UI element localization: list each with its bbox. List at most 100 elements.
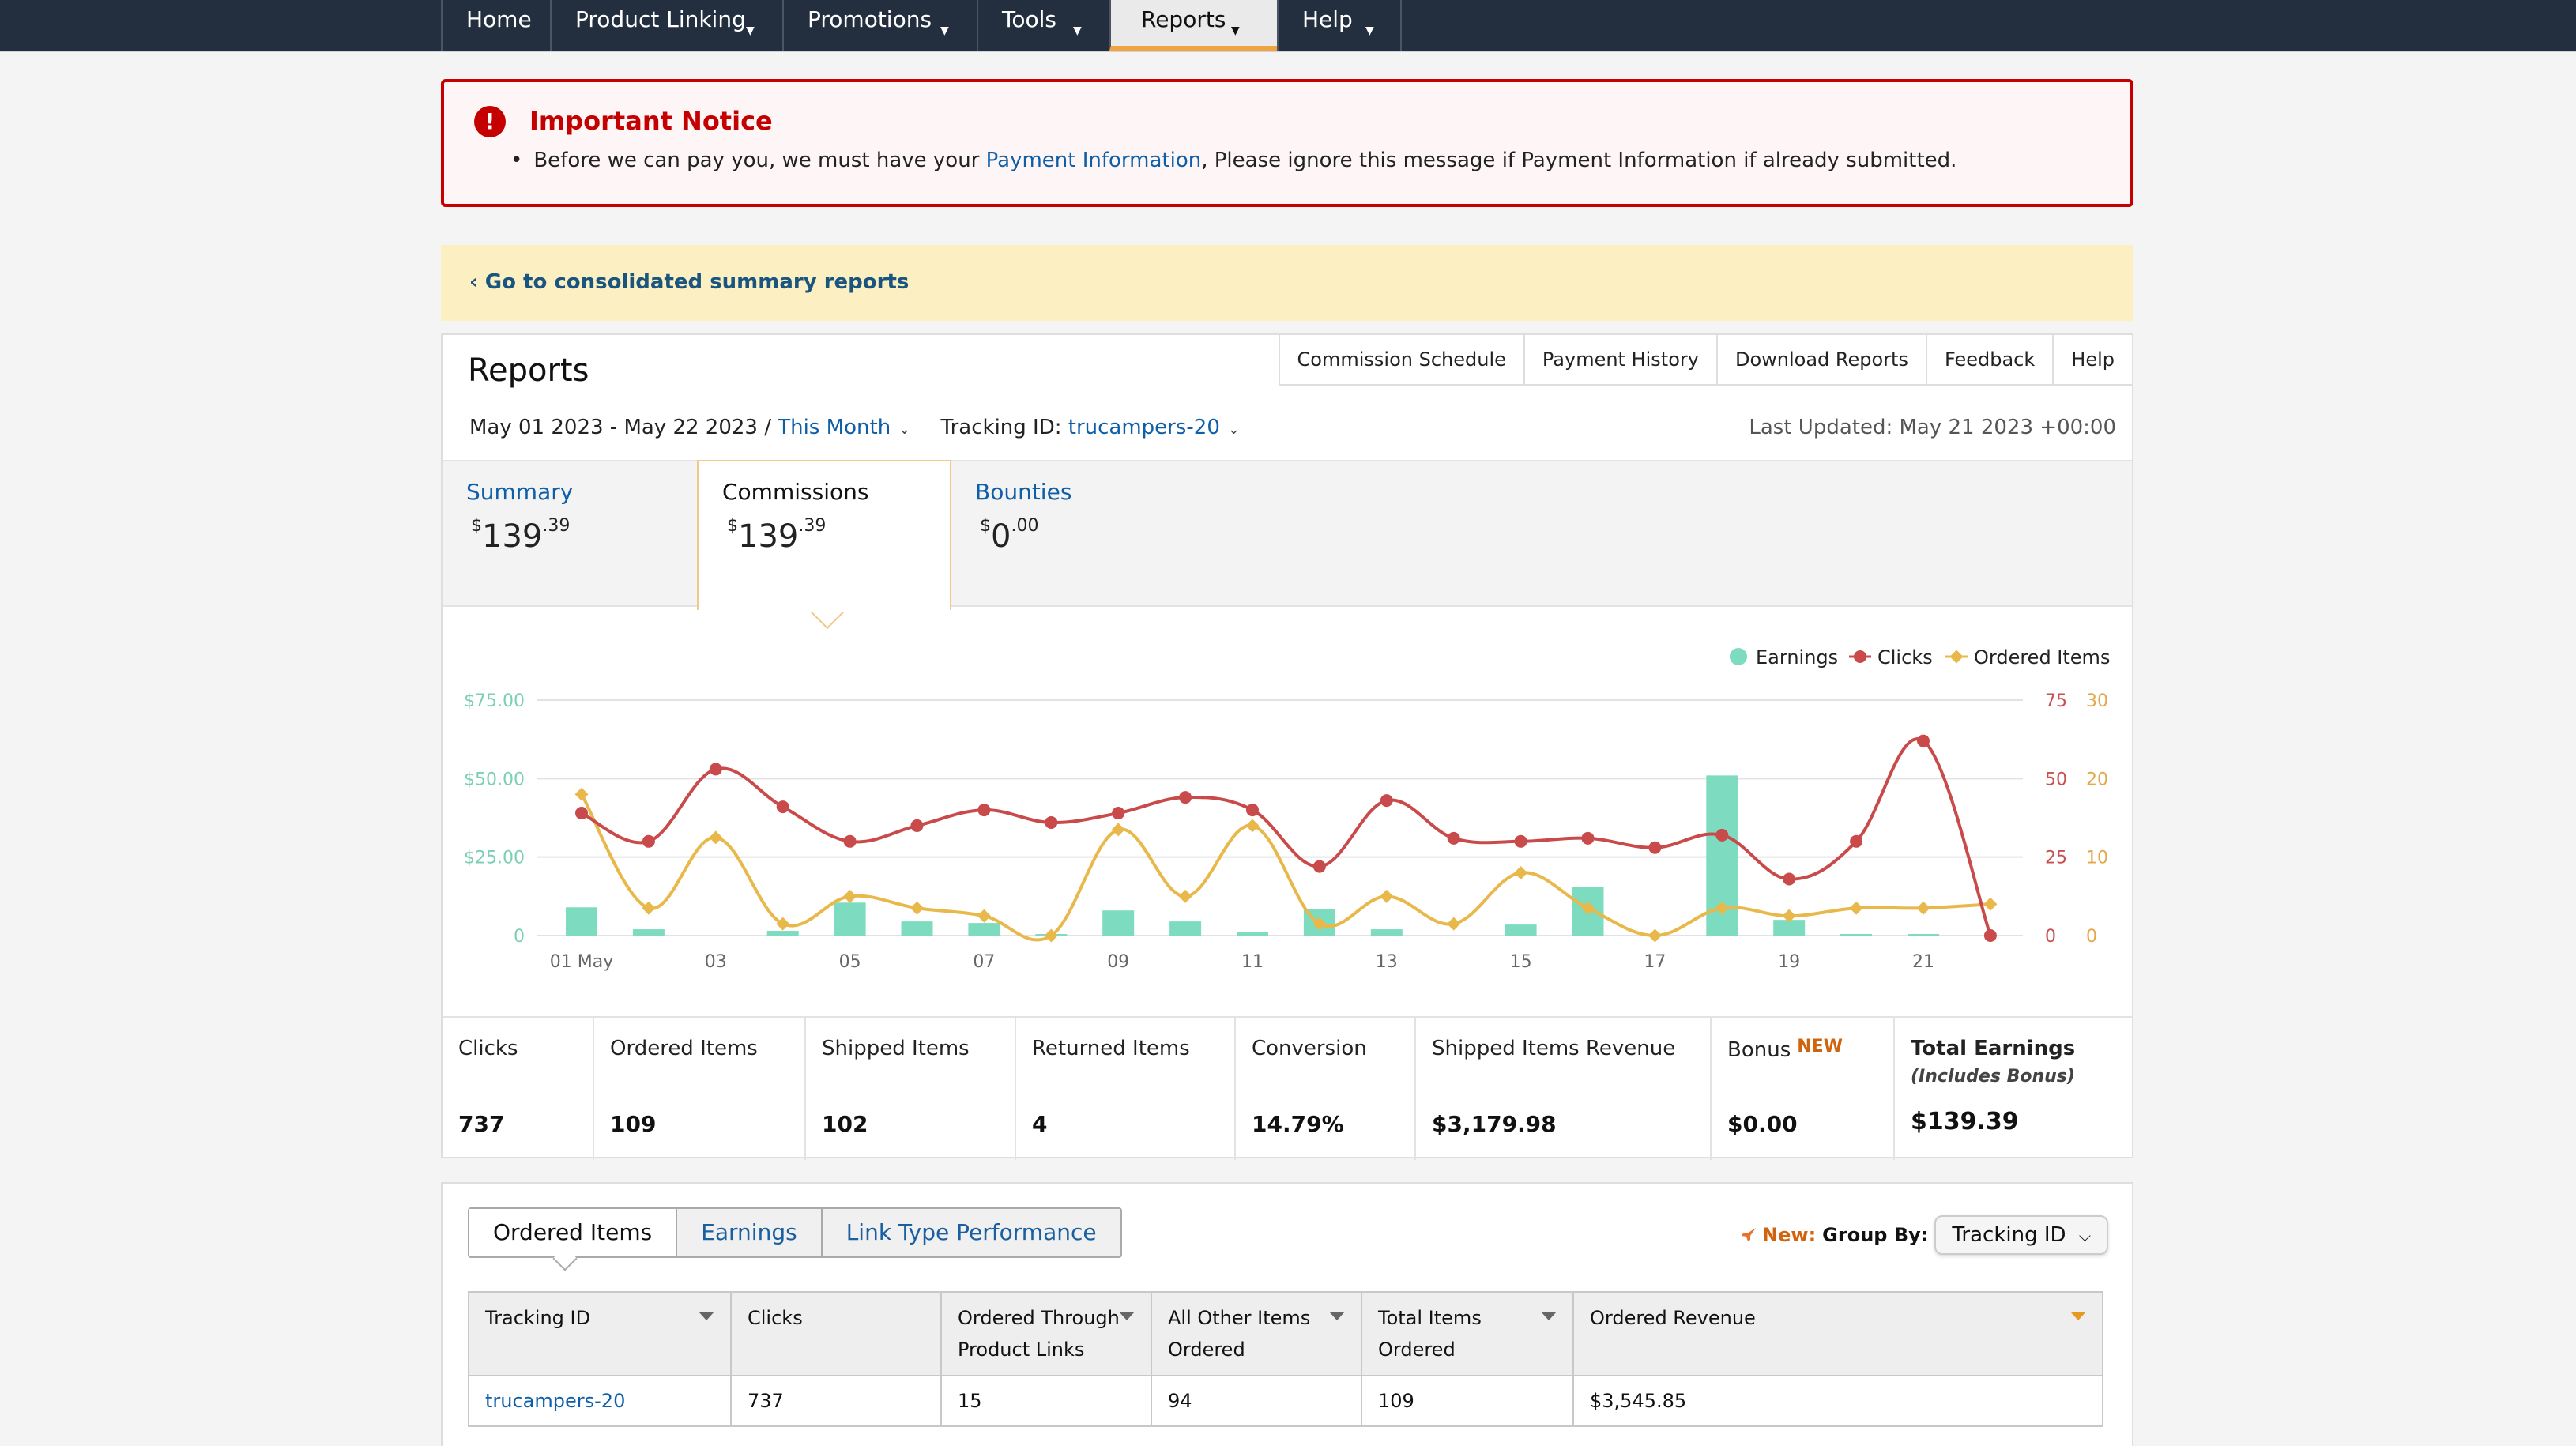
stat-conversion: Conversion 14.79% (1236, 1018, 1416, 1160)
summary-tab[interactable]: Summary $139.39 (443, 461, 697, 608)
chevron-down-icon[interactable]: ⌄ (898, 421, 911, 438)
legend-label: Earnings (1756, 646, 1838, 668)
clicks-point (1648, 841, 1662, 854)
cents: .00 (1011, 515, 1039, 536)
ordered-items-point (776, 917, 790, 931)
feedback-tab[interactable]: Feedback (1925, 333, 2053, 386)
caret-down-icon: ▼ (1231, 24, 1240, 37)
y-tick-label: 0 (2086, 927, 2097, 947)
ordered-items-point (1782, 909, 1796, 923)
bounties-tab-label: Bounties (975, 479, 1072, 505)
column-label: Ordered Revenue (1590, 1307, 1756, 1329)
nav-label: Product Linking (575, 6, 746, 32)
bounties-tab-value: $0.00 (980, 515, 1039, 555)
x-tick-label: 05 (839, 952, 861, 972)
earnings-bar (766, 931, 799, 936)
tracking-id-link[interactable]: trucampers-20 (468, 1375, 732, 1427)
nav-label: Tools (1002, 6, 1056, 32)
currency: $ (471, 515, 482, 536)
x-tick-label: 01 May (550, 952, 613, 972)
alert-icon: ! (474, 106, 506, 137)
ordered-items-point (977, 909, 991, 923)
ordered-items-tab[interactable]: Ordered Items (469, 1209, 676, 1256)
consolidated-summary-link[interactable]: ‹ Go to consolidated summary reports (469, 270, 910, 294)
commissions-tab[interactable]: Commissions $139.39 (697, 460, 951, 630)
ordered-items-card: Ordered Items Earnings Link Type Perform… (441, 1182, 2133, 1446)
ordered-items-point (1111, 823, 1125, 837)
column-label: Total Items Ordered (1378, 1307, 1482, 1361)
nav-help[interactable]: Help ▼ (1277, 0, 1402, 51)
reports-card: Reports Commission Schedule Payment Hist… (441, 333, 2133, 1160)
legend-earnings-marker (1730, 648, 1747, 665)
y-tick-label: 30 (2086, 691, 2108, 711)
group-by-select[interactable]: Tracking ID ⌵ (1934, 1215, 2108, 1255)
legend-label: Clicks (1877, 646, 1933, 668)
ordered-items-point (642, 901, 656, 915)
tracking-label: Tracking ID: (940, 416, 1062, 439)
payment-history-tab[interactable]: Payment History (1523, 333, 1716, 386)
sort-icon[interactable] (1119, 1312, 1135, 1320)
table-header-row: Tracking ID Clicks Ordered Through Produ… (468, 1291, 2103, 1376)
notice-text: Before we can pay you, we must have your (533, 149, 986, 172)
y-tick-label: 0 (514, 927, 525, 947)
ordered-items-point (1178, 889, 1192, 903)
payment-information-link[interactable]: Payment Information (985, 149, 1202, 172)
y-tick-label: 20 (2086, 770, 2108, 789)
y-tick-label: 10 (2086, 849, 2108, 868)
nav-tools[interactable]: Tools ▼ (977, 0, 1109, 51)
earnings-bar (1169, 921, 1202, 936)
earnings-tab[interactable]: Earnings (676, 1209, 821, 1256)
col-ordered-revenue[interactable]: Ordered Revenue (1572, 1291, 2103, 1376)
clicks-point (1514, 834, 1527, 848)
sort-icon[interactable] (2070, 1312, 2086, 1320)
stat-label: Conversion (1252, 1037, 1367, 1060)
ordered-items-table: Tracking ID Clicks Ordered Through Produ… (468, 1291, 2103, 1427)
group-by-label: Group By: (1822, 1224, 1929, 1246)
nav-product-linking[interactable]: Product Linking ▼ (550, 0, 782, 51)
group-by: New: Group By: Tracking ID ⌵ (1740, 1215, 2108, 1255)
table-cell: 15 (940, 1375, 1152, 1427)
nav-promotions[interactable]: Promotions ▼ (782, 0, 977, 51)
legend-clicks-marker (1854, 650, 1866, 663)
ordered-items-point (1849, 901, 1863, 915)
nav-home[interactable]: Home (441, 0, 550, 51)
earnings-bar (901, 921, 933, 936)
commission-schedule-tab[interactable]: Commission Schedule (1278, 333, 1523, 386)
col-tracking-id[interactable]: Tracking ID (468, 1291, 732, 1376)
stat-value: $0.00 (1727, 1111, 1798, 1137)
clicks-point (1850, 834, 1863, 848)
new-badge: NEW (1797, 1037, 1843, 1056)
column-label: All Other Items Ordered (1168, 1307, 1311, 1361)
col-all-other-items-ordered[interactable]: All Other Items Ordered (1151, 1291, 1362, 1376)
ordered-items-point (1715, 901, 1729, 915)
x-tick-label: 15 (1510, 952, 1532, 972)
commissions-tab-value: $139.39 (727, 516, 826, 555)
bullet: • (510, 149, 523, 172)
chevron-down-icon[interactable]: ⌄ (1227, 421, 1240, 438)
nav-reports[interactable]: Reports ▼ (1109, 0, 1277, 51)
top-nav: Home Product Linking ▼ Promotions ▼ Tools ▼… (0, 0, 2576, 52)
clicks-point (1715, 828, 1729, 842)
clicks-point (642, 834, 655, 848)
stat-value: $3,179.98 (1432, 1111, 1557, 1137)
sort-icon[interactable] (699, 1312, 714, 1320)
col-clicks: Clicks (730, 1291, 942, 1376)
period-dropdown[interactable]: This Month (778, 416, 891, 439)
bounties-tab[interactable]: Bounties $0.00 (951, 461, 1206, 608)
clicks-point (1179, 791, 1192, 804)
stat-shipped-items-revenue: Shipped Items Revenue $3,179.98 (1416, 1018, 1712, 1160)
link-type-performance-tab[interactable]: Link Type Performance (820, 1209, 1120, 1256)
stat-value: 102 (822, 1111, 868, 1137)
col-ordered-through-product-links[interactable]: Ordered Through Product Links (940, 1291, 1152, 1376)
sort-icon[interactable] (1329, 1312, 1345, 1320)
group-by-value: Tracking ID (1952, 1223, 2066, 1247)
commissions-tab-label: Commissions (722, 479, 869, 505)
download-reports-tab[interactable]: Download Reports (1715, 333, 1926, 386)
caret-down-icon: ▼ (1073, 24, 1082, 37)
clicks-point (910, 819, 924, 832)
sort-icon[interactable] (1541, 1312, 1557, 1320)
tracking-id-dropdown[interactable]: trucampers-20 (1068, 416, 1220, 439)
help-tab[interactable]: Help (2052, 333, 2133, 386)
col-total-items-ordered[interactable]: Total Items Ordered (1361, 1291, 1574, 1376)
ordered-items-point (843, 889, 857, 903)
